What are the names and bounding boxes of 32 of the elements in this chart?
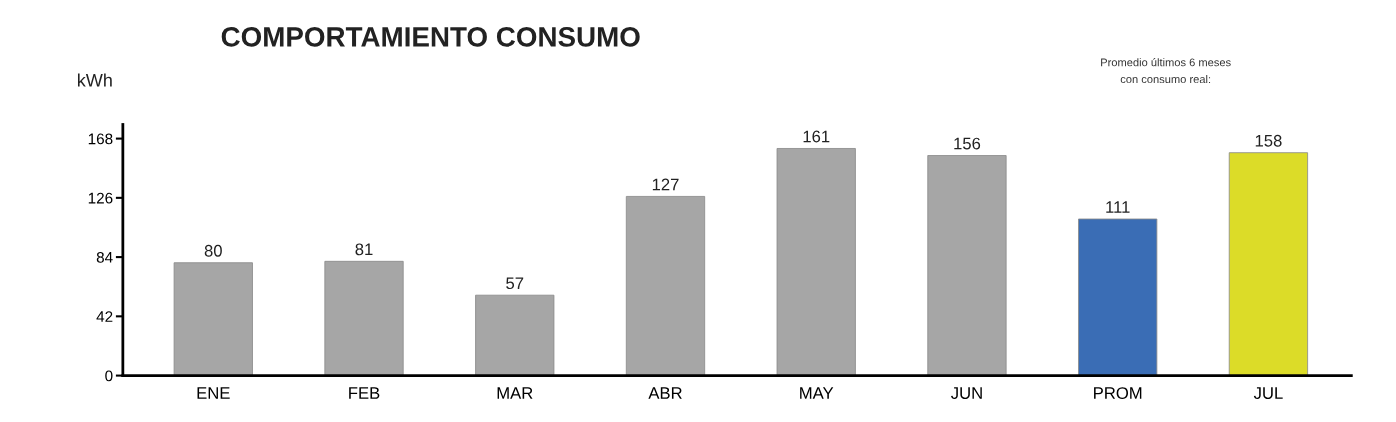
y-tick-label: 0	[105, 370, 113, 382]
x-tick-label: MAY	[800, 387, 834, 399]
chart-title: COMPORTAMIENTO CONSUMO	[221, 27, 640, 47]
bar	[324, 260, 404, 376]
x-tick-label: JUL	[1253, 387, 1283, 399]
data-label: 57	[506, 277, 524, 290]
bar	[625, 196, 706, 376]
bar	[173, 262, 253, 376]
y-tick-label: 42	[96, 311, 113, 322]
x-tick-label: ABR	[648, 387, 682, 399]
text: Promedio últimos 6 meses con consumo real:	[1101, 58, 1231, 84]
x-tick-label: ENE	[197, 387, 230, 399]
bar	[1078, 218, 1158, 376]
x-tick-label: FEB	[349, 387, 380, 399]
y-axis-title: kWh	[78, 73, 112, 87]
bar	[1228, 152, 1309, 376]
data-label: 156	[954, 137, 981, 150]
data-label: 80	[204, 244, 222, 257]
y-tick-label: 168	[88, 133, 113, 145]
bar	[776, 148, 856, 376]
y-tick-label: 84	[96, 251, 113, 263]
data-label: 161	[803, 130, 830, 143]
x-tick-label: MAR	[497, 387, 533, 399]
data-label: 81	[355, 243, 373, 256]
data-label: 127	[652, 178, 679, 191]
y-tick-label: 126	[88, 192, 113, 204]
bar	[927, 155, 1007, 376]
data-label: 158	[1255, 134, 1282, 147]
data-label: 111	[1106, 201, 1130, 213]
x-tick-label: JUN	[951, 387, 982, 399]
x-tick-label: PROM	[1094, 387, 1142, 399]
bar	[475, 294, 555, 376]
